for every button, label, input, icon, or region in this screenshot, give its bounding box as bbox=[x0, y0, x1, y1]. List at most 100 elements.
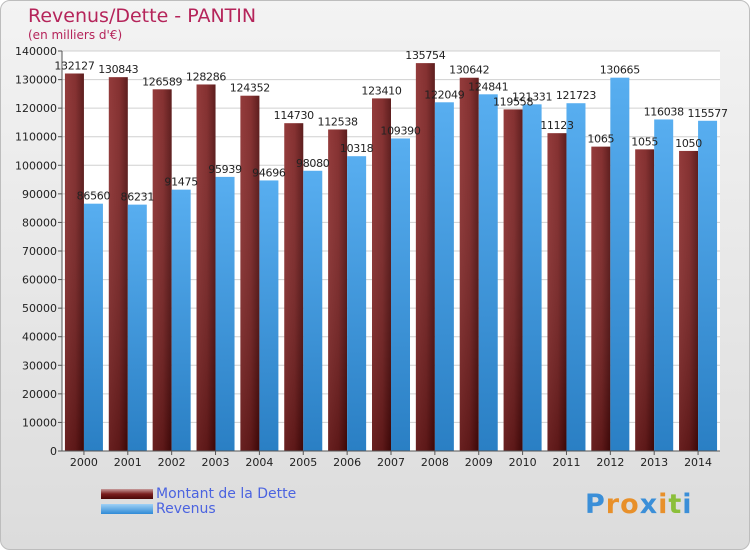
data-label-revenus: 124841 bbox=[468, 80, 508, 93]
x-tick-label: 2014 bbox=[684, 456, 712, 469]
logo-letter: o bbox=[620, 489, 640, 520]
chart-subtitle: (en milliers d'€) bbox=[28, 28, 123, 42]
bar-dette-shade bbox=[152, 89, 172, 452]
logo-letter: i bbox=[658, 489, 669, 520]
x-tick-label: 2006 bbox=[333, 456, 361, 469]
data-label-revenus: 91475 bbox=[164, 176, 198, 189]
x-tick-label: 2003 bbox=[202, 456, 230, 469]
logo-letter: r bbox=[605, 489, 621, 520]
data-label-dette: 124352 bbox=[230, 82, 270, 95]
data-label-dette: 126589 bbox=[142, 75, 182, 88]
data-label-dette: 112538 bbox=[318, 115, 358, 128]
data-label-revenus: 116038 bbox=[644, 105, 684, 118]
bar-dette-shade bbox=[284, 123, 304, 451]
bar-revenus bbox=[434, 102, 454, 451]
bar-revenus bbox=[171, 189, 191, 451]
logo-letter: P bbox=[585, 489, 606, 520]
bar-dette-shade bbox=[240, 95, 260, 452]
bar-dette-shade bbox=[196, 84, 216, 452]
legend-swatch-dette bbox=[101, 489, 153, 499]
y-tick-label: 40000 bbox=[22, 331, 57, 344]
x-tick-label: 2002 bbox=[158, 456, 186, 469]
y-tick-label: 10000 bbox=[22, 416, 57, 429]
data-label-dette: 128286 bbox=[186, 70, 226, 83]
x-tick-label: 2013 bbox=[640, 456, 668, 469]
logo-letter: i bbox=[682, 489, 693, 520]
data-label-revenus: 98080 bbox=[296, 157, 330, 170]
y-tick-label: 90000 bbox=[22, 188, 57, 201]
bar-dette-shade bbox=[415, 63, 435, 451]
data-label-dette: 1050 bbox=[675, 137, 702, 150]
bar-revenus bbox=[259, 180, 279, 451]
bar-dette-shade bbox=[459, 77, 479, 451]
bar-dette-shade bbox=[108, 77, 128, 452]
bar-revenus bbox=[391, 138, 410, 451]
data-label-dette: 123410 bbox=[361, 84, 401, 97]
data-label-dette: 1055 bbox=[631, 135, 658, 148]
y-tick-label: 20000 bbox=[22, 388, 57, 401]
bar-dette-shade bbox=[503, 109, 523, 452]
data-label-revenus: 130665 bbox=[600, 64, 640, 77]
data-label-dette: 130843 bbox=[98, 63, 138, 76]
data-label-revenus: 115577 bbox=[687, 107, 727, 120]
x-tick-label: 2011 bbox=[552, 456, 580, 469]
data-label-revenus: 86560 bbox=[77, 190, 111, 203]
x-tick-label: 2001 bbox=[114, 456, 142, 469]
bar-revenus bbox=[610, 77, 630, 452]
y-tick-label: 0 bbox=[50, 445, 57, 458]
bar-dette-shade bbox=[64, 73, 84, 451]
logo-letter: x bbox=[639, 489, 659, 520]
data-label-revenus: 10318 bbox=[340, 142, 374, 155]
bar-revenus bbox=[347, 156, 367, 451]
data-label-dette: 1065 bbox=[587, 133, 614, 146]
y-tick-label: 70000 bbox=[22, 245, 57, 258]
x-tick-label: 2008 bbox=[421, 456, 449, 469]
x-tick-label: 2005 bbox=[289, 456, 317, 469]
bar-revenus bbox=[654, 119, 674, 451]
y-tick-label: 80000 bbox=[22, 216, 57, 229]
x-tick-label: 2004 bbox=[245, 456, 273, 469]
data-label-dette: 119558 bbox=[493, 95, 533, 108]
bar-dette-shade bbox=[547, 133, 567, 451]
data-label-revenus: 121331 bbox=[512, 90, 552, 103]
legend-label-revenus: Revenus bbox=[156, 501, 216, 517]
proxiti-logo: Proxiti bbox=[585, 489, 693, 520]
y-tick-label: 130000 bbox=[15, 74, 57, 87]
y-tick-label: 110000 bbox=[15, 131, 57, 144]
data-label-dette: 11123 bbox=[540, 119, 574, 132]
legend-swatch-revenus bbox=[101, 504, 153, 514]
x-tick-label: 2009 bbox=[465, 456, 493, 469]
data-label-dette: 130642 bbox=[449, 64, 489, 77]
bar-dette-shade bbox=[635, 149, 655, 451]
data-label-dette: 132127 bbox=[54, 59, 94, 72]
x-tick-label: 2010 bbox=[509, 456, 537, 469]
data-label-revenus: 122049 bbox=[424, 88, 464, 101]
y-tick-label: 140000 bbox=[15, 45, 57, 58]
bar-revenus bbox=[566, 103, 586, 451]
legend-label-dette: Montant de la Dette bbox=[156, 486, 297, 502]
bar-revenus bbox=[215, 176, 235, 452]
data-label-revenus: 86231 bbox=[121, 191, 155, 204]
bar-revenus bbox=[83, 203, 103, 451]
x-tick-label: 2007 bbox=[377, 456, 405, 469]
logo-letter: t bbox=[668, 489, 683, 520]
chart-title: Revenus/Dette - PANTIN bbox=[28, 5, 257, 27]
y-tick-label: 60000 bbox=[22, 274, 57, 287]
data-label-revenus: 95939 bbox=[208, 163, 242, 176]
x-tick-label: 2012 bbox=[596, 456, 624, 469]
bar-revenus bbox=[303, 170, 323, 451]
y-tick-label: 100000 bbox=[15, 159, 57, 172]
bar-dette-shade bbox=[328, 129, 348, 451]
data-label-dette: 114730 bbox=[274, 109, 314, 122]
bar-dette-shade bbox=[372, 98, 391, 452]
y-tick-label: 50000 bbox=[22, 302, 57, 315]
data-label-revenus: 94696 bbox=[252, 166, 286, 179]
x-tick-label: 2000 bbox=[70, 456, 98, 469]
y-tick-label: 120000 bbox=[15, 102, 57, 115]
bar-dette-shade bbox=[591, 146, 611, 451]
data-label-revenus: 109390 bbox=[380, 124, 420, 137]
data-label-dette: 135754 bbox=[405, 49, 445, 62]
bar-revenus bbox=[522, 104, 542, 451]
bar-dette-shade bbox=[679, 150, 699, 452]
